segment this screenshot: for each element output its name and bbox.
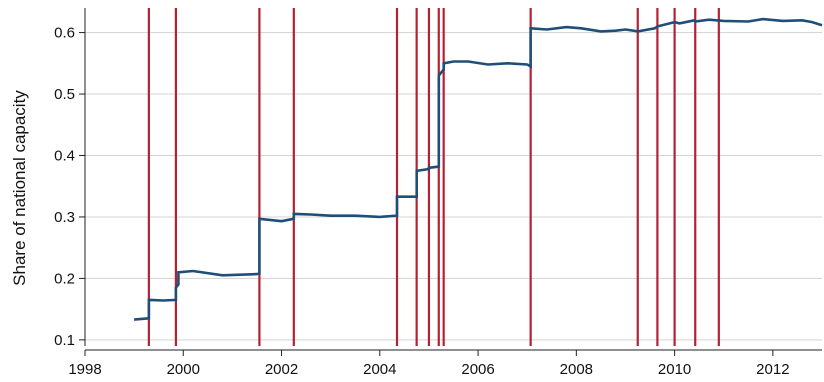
y-tick-label: 0.1 [54,332,75,349]
series-layer [133,17,823,321]
x-tick-label: 1998 [68,361,101,378]
x-tick-label: 2006 [461,361,494,378]
y-tick-label: 0.6 [54,25,75,42]
series-line [133,17,823,321]
x-tick-label: 2004 [363,361,396,378]
x-tick-label: 2012 [756,361,789,378]
x-tick-label: 2002 [265,361,298,378]
y-axis-title: Share of national capacity [10,90,29,286]
x-tick-labels: 1998 2000 2002 2004 2006 2008 2010 2012 [68,361,789,378]
x-tick-label: 2008 [560,361,593,378]
x-tick-label: 2000 [167,361,200,378]
axes [79,8,822,356]
y-tick-label: 0.2 [54,270,75,287]
y-tick-label: 0.5 [54,86,75,103]
grid-lines [85,32,822,341]
x-tick-label: 2010 [658,361,691,378]
y-tick-label: 0.4 [54,147,75,164]
y-tick-label: 0.3 [54,209,75,226]
y-tick-labels: 0.1 0.2 0.3 0.4 0.5 0.6 [54,25,75,349]
event-lines [147,8,720,346]
